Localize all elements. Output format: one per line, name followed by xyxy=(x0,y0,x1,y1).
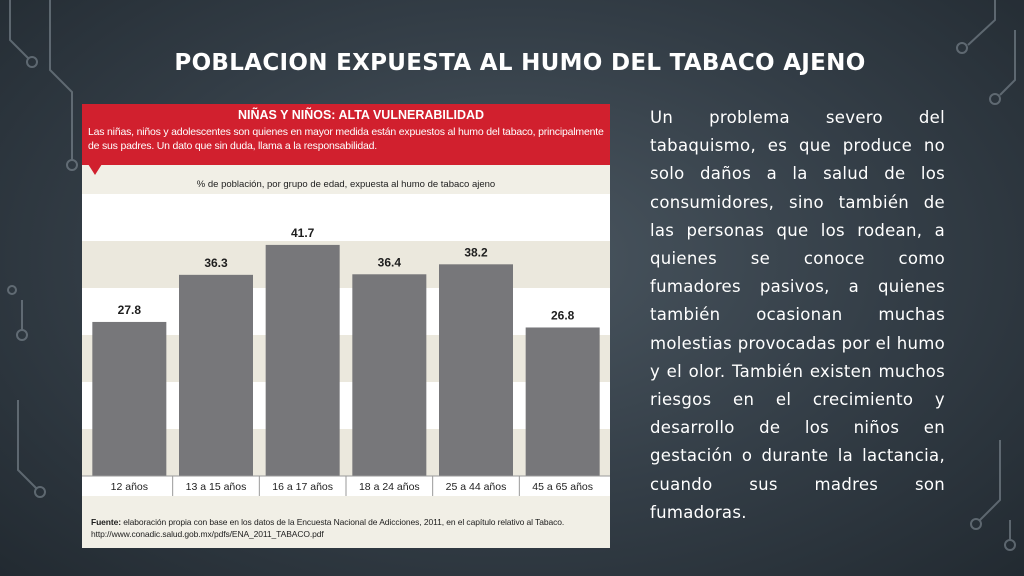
bar xyxy=(352,274,427,476)
bar xyxy=(265,244,340,476)
bar xyxy=(92,321,167,476)
bar xyxy=(525,327,600,476)
bar xyxy=(179,274,253,476)
infographic-header: NIÑAS Y NIÑOS: ALTA VULNERABILIDAD Las n… xyxy=(82,104,610,165)
bar-value-label: 26.8 xyxy=(551,308,575,322)
source-text: elaboración propia con base en los datos… xyxy=(123,517,565,527)
infographic-heading: NIÑAS Y NIÑOS: ALTA VULNERABILIDAD xyxy=(238,108,485,122)
source-url: http://www.conadic.salud.gob.mx/pdfs/ENA… xyxy=(91,529,324,539)
grid-band xyxy=(82,382,610,429)
category-label: 25 a 44 años xyxy=(446,481,507,493)
category-label: 12 años xyxy=(111,481,148,493)
category-label: 16 a 17 años xyxy=(272,481,333,493)
category-label: 13 a 15 años xyxy=(186,481,247,493)
slide-title: POBLACION EXPUESTA AL HUMO DEL TABACO AJ… xyxy=(174,50,866,76)
source-label: Fuente: xyxy=(91,517,121,527)
bar-value-label: 36.3 xyxy=(204,256,228,270)
bar-value-label: 36.4 xyxy=(378,255,402,269)
bar xyxy=(439,264,513,476)
header-pointer xyxy=(88,164,102,175)
infographic-intro: Las niñas, niños y adolescentes son quie… xyxy=(88,126,604,152)
bar-value-label: 41.7 xyxy=(291,226,315,240)
grid-band xyxy=(82,335,610,382)
bar-chart: 27.8 12 años 36.3 13 a 15 años 41.7 16 a 17 a… xyxy=(82,194,610,496)
grid-band xyxy=(82,194,610,241)
infographic-panel: NIÑAS Y NIÑOS: ALTA VULNERABILIDAD Las n… xyxy=(82,104,610,548)
category-label: 18 a 24 años xyxy=(359,481,420,493)
body-paragraph: Un problema severo del tabaquismo, es qu… xyxy=(650,108,945,522)
grid-band xyxy=(82,288,610,335)
bar-value-label: 27.8 xyxy=(118,303,142,317)
grid-band xyxy=(82,429,610,476)
bar-value-label: 38.2 xyxy=(464,245,488,259)
grid-band xyxy=(82,241,610,288)
chart-title: % de población, por grupo de edad, expue… xyxy=(196,179,496,190)
source-note: Fuente: elaboración propia con base en l… xyxy=(91,516,603,540)
category-label: 45 a 65 años xyxy=(532,481,593,493)
